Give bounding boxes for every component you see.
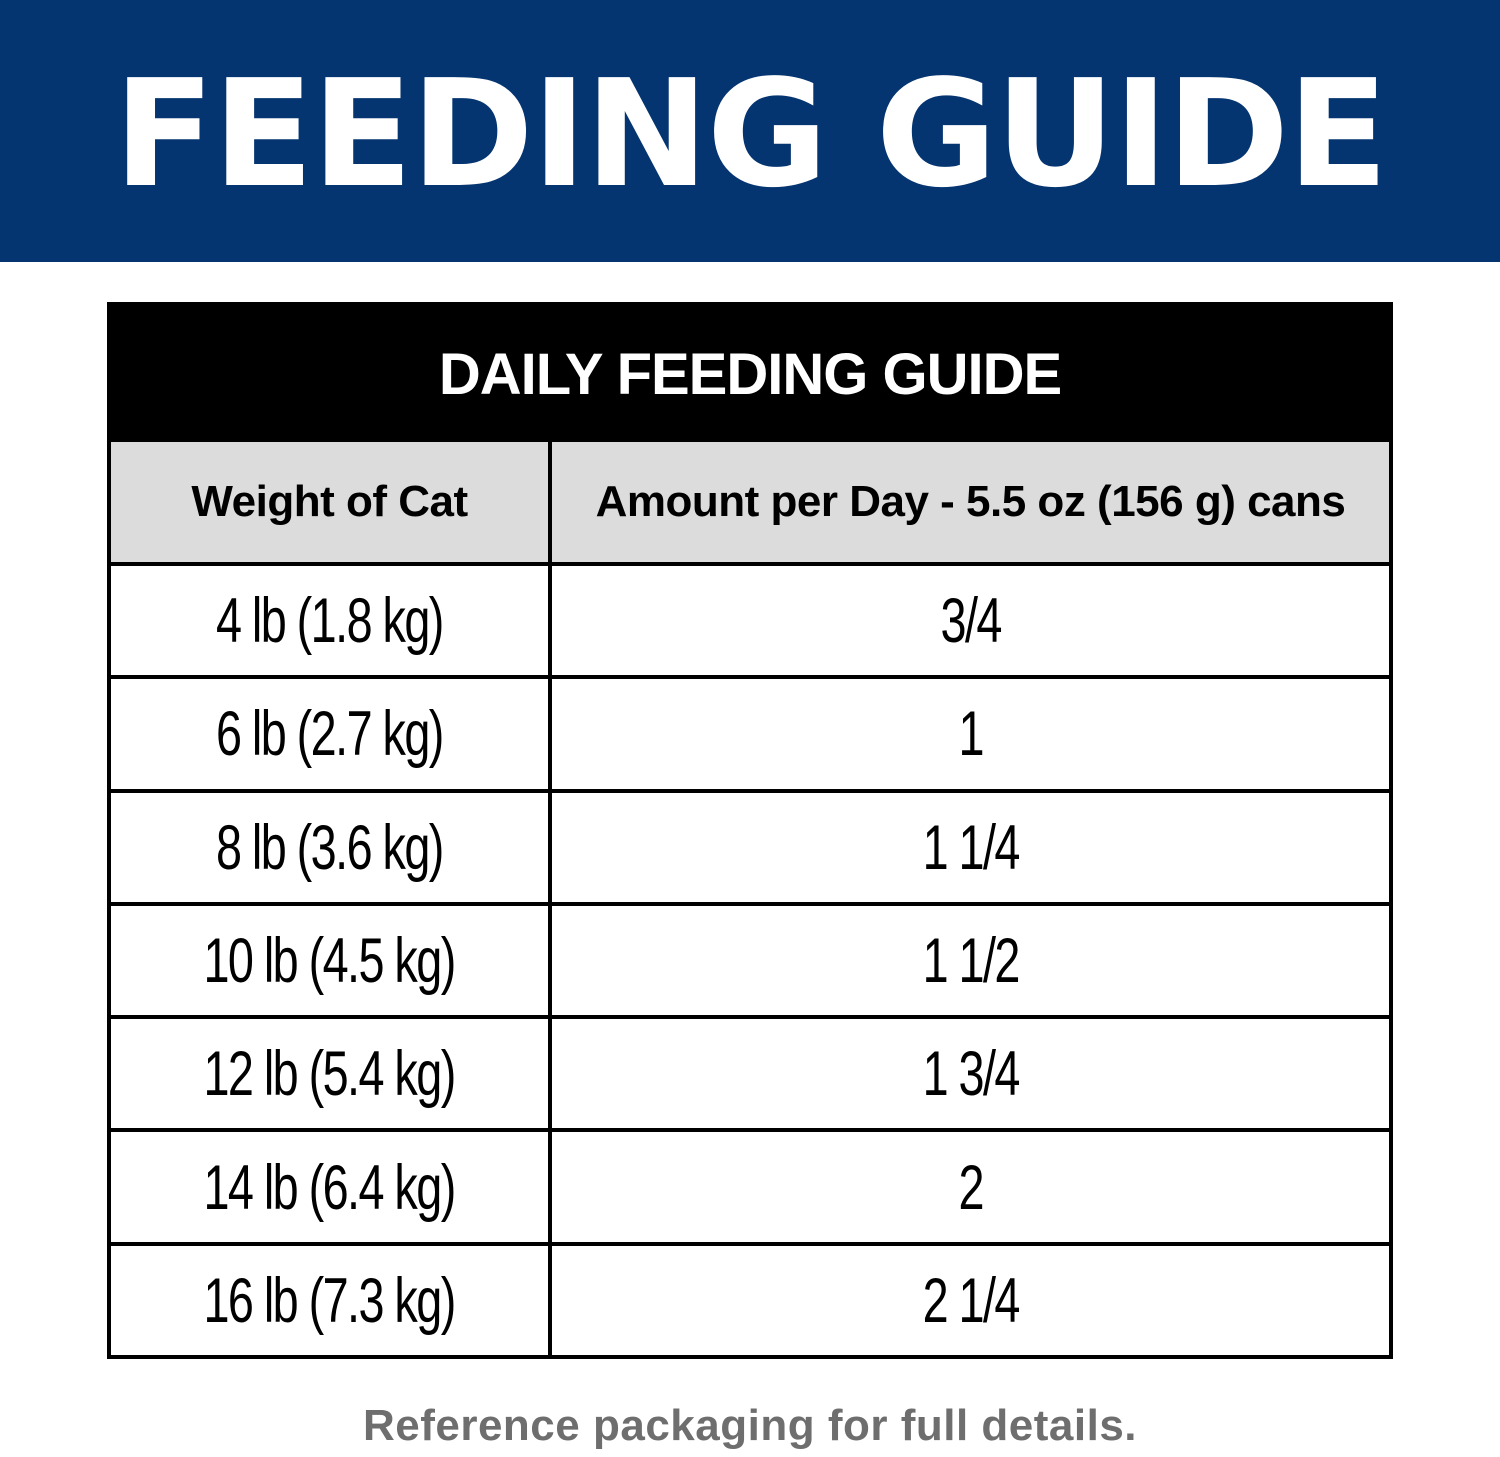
weight-value: 16 lb (7.3 kg)	[203, 1265, 457, 1336]
feeding-table-grid: Weight of Cat Amount per Day - 5.5 oz (1…	[111, 442, 1389, 1355]
weight-value: 10 lb (4.5 kg)	[203, 925, 457, 996]
table-cell-weight: 4 lb (1.8 kg)	[111, 566, 548, 676]
amount-value: 1 3/4	[922, 1038, 1020, 1109]
table-cell-amount: 2 1/4	[552, 1245, 1389, 1355]
table-cell-amount: 1 1/4	[552, 792, 1389, 902]
column-header-amount: Amount per Day - 5.5 oz (156 g) cans	[552, 442, 1389, 562]
table-cell-weight: 8 lb (3.6 kg)	[111, 792, 548, 902]
table-cell-amount: 2	[552, 1132, 1389, 1242]
table-cell-weight: 14 lb (6.4 kg)	[111, 1132, 548, 1242]
table-cell-weight: 12 lb (5.4 kg)	[111, 1019, 548, 1129]
amount-value: 3/4	[940, 585, 1002, 656]
table-cell-weight: 10 lb (4.5 kg)	[111, 905, 548, 1016]
weight-value: 12 lb (5.4 kg)	[203, 1038, 457, 1109]
amount-value: 1 1/2	[922, 925, 1020, 996]
table-title: DAILY FEEDING GUIDE	[438, 341, 1062, 407]
table-cell-amount: 1	[552, 679, 1389, 789]
weight-value: 4 lb (1.8 kg)	[216, 585, 444, 656]
amount-value: 2 1/4	[922, 1265, 1020, 1336]
table-cell-amount: 3/4	[552, 566, 1389, 676]
feeding-guide-banner: FEEDING GUIDE	[0, 0, 1500, 262]
weight-value: 6 lb (2.7 kg)	[216, 698, 444, 770]
feeding-table: DAILY FEEDING GUIDE Weight of Cat Amount…	[107, 302, 1393, 1359]
banner-title: FEEDING GUIDE	[113, 48, 1389, 220]
table-cell-amount: 1 1/2	[552, 905, 1389, 1016]
table-cell-amount: 1 3/4	[552, 1019, 1389, 1129]
footnote: Reference packaging for full details.	[362, 1401, 1138, 1450]
weight-value: 14 lb (6.4 kg)	[203, 1151, 457, 1223]
amount-value: 2	[958, 1151, 984, 1223]
table-cell-weight: 6 lb (2.7 kg)	[111, 679, 548, 789]
table-cell-weight: 16 lb (7.3 kg)	[111, 1245, 548, 1355]
amount-value: 1 1/4	[922, 812, 1020, 883]
weight-value: 8 lb (3.6 kg)	[216, 812, 444, 883]
column-header-weight: Weight of Cat	[111, 442, 548, 562]
amount-value: 1	[958, 698, 984, 770]
